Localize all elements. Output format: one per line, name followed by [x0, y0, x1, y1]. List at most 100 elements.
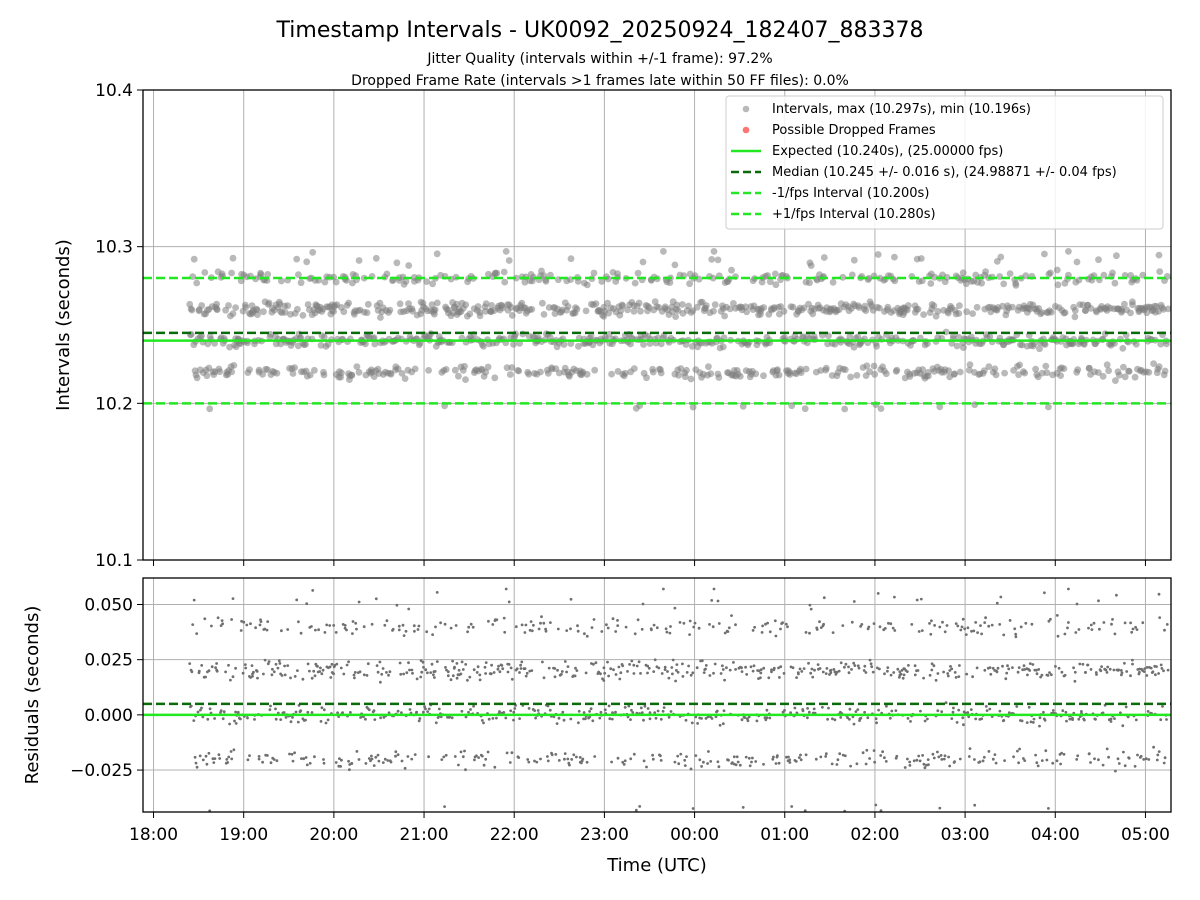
residual-point	[921, 754, 924, 757]
interval-point	[1164, 305, 1172, 313]
residual-point	[250, 664, 254, 667]
interval-point	[394, 365, 402, 373]
residual-point	[207, 751, 211, 755]
residual-point	[1060, 751, 1063, 755]
residual-point	[464, 768, 467, 772]
residual-point	[1146, 710, 1150, 713]
residual-point	[501, 667, 505, 671]
residual-point	[444, 666, 447, 669]
residual-point	[512, 718, 515, 722]
residual-point	[317, 628, 320, 632]
interval-point	[1073, 258, 1081, 266]
residual-point	[818, 667, 822, 670]
residual-point	[424, 707, 427, 711]
residual-point	[926, 758, 930, 761]
residual-point	[289, 720, 293, 724]
residual-point	[440, 758, 444, 761]
residual-point	[614, 673, 618, 676]
residual-point	[1104, 668, 1108, 672]
residual-point	[1055, 759, 1059, 763]
residual-point	[668, 631, 672, 635]
residual-point	[510, 751, 514, 755]
residual-point	[779, 627, 782, 631]
residual-point	[1099, 669, 1103, 673]
x-axis-label: Time (UTC)	[606, 855, 707, 876]
residual-point	[883, 672, 886, 676]
residual-point	[385, 671, 388, 674]
residual-point	[1107, 755, 1110, 759]
interval-point	[405, 300, 412, 308]
residual-point	[445, 668, 448, 672]
residual-point	[563, 757, 566, 761]
residual-point	[1005, 671, 1009, 675]
residual-point	[929, 632, 933, 636]
residual-point	[197, 669, 201, 673]
residual-point	[269, 704, 272, 708]
residual-point	[484, 757, 488, 761]
residual-point	[706, 715, 710, 719]
residual-point	[898, 675, 901, 679]
residual-point	[770, 668, 773, 672]
interval-point	[673, 301, 681, 309]
residual-point	[286, 628, 290, 631]
interval-point	[587, 332, 595, 340]
interval-point	[364, 300, 372, 308]
residual-point	[610, 717, 614, 721]
residual-point	[1151, 670, 1155, 674]
interval-point	[433, 299, 441, 307]
residual-point	[201, 715, 205, 719]
legend: Intervals, max (10.297s), min (10.196s) …	[725, 95, 1164, 230]
residual-point	[681, 662, 684, 666]
interval-point	[265, 299, 273, 307]
residual-point	[1087, 626, 1090, 630]
interval-point	[630, 365, 638, 372]
x-tick-label: 18:00	[129, 825, 178, 845]
residual-point	[991, 666, 995, 670]
residual-point	[713, 662, 717, 666]
interval-point	[707, 370, 715, 378]
residual-point	[836, 758, 840, 762]
residual-point	[605, 623, 608, 627]
residual-point	[751, 756, 754, 760]
interval-point	[956, 368, 964, 376]
residual-point	[981, 759, 985, 763]
interval-point	[1057, 372, 1064, 379]
residual-point	[1029, 720, 1033, 724]
residual-point	[734, 668, 737, 671]
residual-point	[751, 669, 755, 673]
residual-point	[738, 763, 742, 767]
residual-point	[886, 666, 890, 669]
residual-point	[623, 706, 627, 709]
residual-point	[305, 763, 309, 767]
residual-point	[345, 663, 349, 667]
interval-point	[229, 254, 237, 262]
interval-point	[216, 368, 224, 376]
residual-point	[418, 717, 422, 720]
residual-point	[491, 623, 495, 626]
residual-point	[272, 670, 276, 674]
residual-point	[1145, 666, 1149, 669]
interval-point	[1065, 248, 1072, 255]
interval-point	[311, 366, 318, 374]
interval-point	[1155, 363, 1163, 371]
residual-point	[996, 666, 1000, 670]
interval-point	[966, 361, 974, 368]
residual-point	[347, 759, 350, 763]
residual-point	[435, 591, 439, 594]
residual-point	[375, 664, 379, 667]
interval-point	[537, 368, 544, 376]
interval-point	[306, 371, 314, 379]
residual-point	[661, 709, 665, 713]
residual-point	[776, 754, 779, 758]
residual-point	[958, 664, 961, 667]
residual-point	[407, 607, 411, 611]
residual-point	[475, 754, 478, 758]
residual-point	[406, 755, 410, 758]
residual-point	[585, 760, 589, 764]
interval-point	[711, 301, 719, 308]
residual-point	[583, 632, 586, 636]
residual-point	[998, 623, 1002, 626]
interval-point	[297, 279, 305, 287]
residual-point	[1129, 621, 1132, 625]
interval-point	[1016, 361, 1023, 369]
